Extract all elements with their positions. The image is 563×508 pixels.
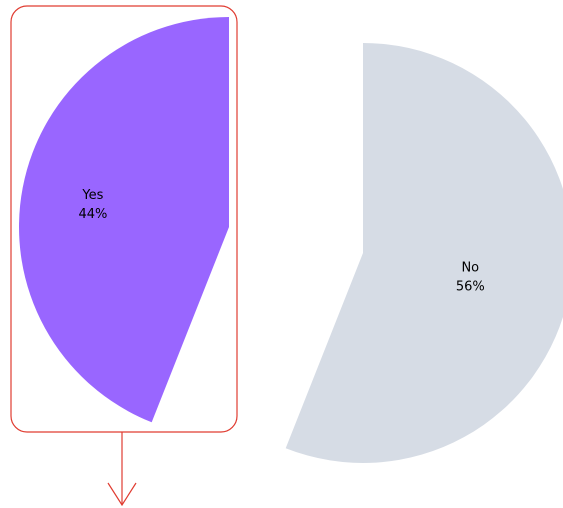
callout-box: [10, 5, 238, 433]
pie-slice-yes: [19, 17, 230, 423]
data-label-no-name: No: [461, 261, 479, 276]
data-label-no-percent: 56%: [456, 280, 485, 295]
data-label-yes-name: Yes: [81, 188, 103, 203]
callout-arrow-head: [107, 482, 137, 507]
data-label-yes-percent: 44%: [78, 207, 107, 222]
pie-slice-no: [285, 43, 563, 463]
